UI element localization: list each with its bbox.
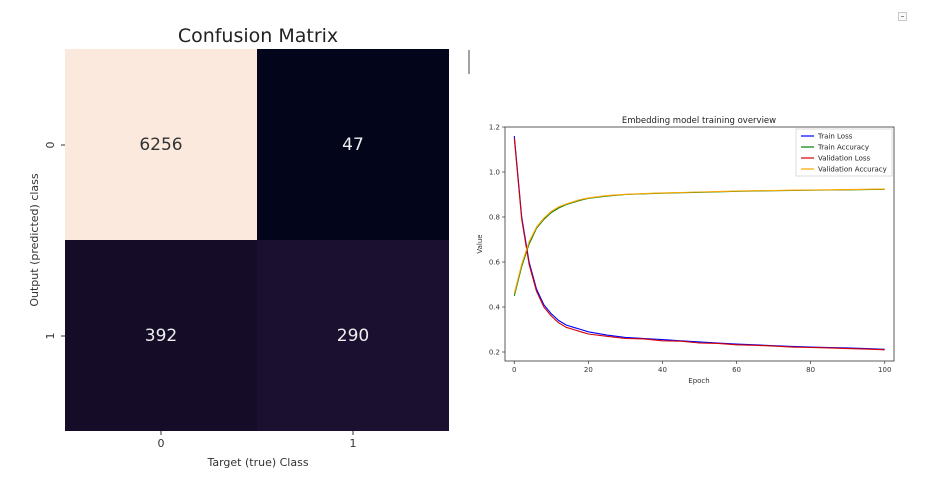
cm-cell — [65, 240, 257, 431]
lc-x-tick-label: 100 — [878, 366, 891, 374]
confusion-matrix: Confusion Matrix 6256 47 392 290 0 1 0 1… — [28, 25, 449, 469]
lc-y-axis-label: Value — [476, 234, 484, 253]
lc-series-line — [513, 188, 885, 294]
lc-x-tick-label: 0 — [512, 366, 516, 374]
cm-cell — [257, 240, 449, 431]
lc-x-tick-label: 60 — [732, 366, 741, 374]
lc-y-tick-label: 0.8 — [489, 214, 500, 222]
cm-cell-value: 47 — [342, 135, 364, 155]
lc-legend-label: Train Accuracy — [817, 144, 869, 152]
lc-legend-label: Train Loss — [817, 133, 853, 141]
cm-cell-value: 6256 — [139, 135, 182, 155]
lc-legend-label: Validation Accuracy — [818, 166, 887, 174]
cm-y-tick-label: 0 — [44, 142, 57, 149]
lc-x-tick-label: 40 — [658, 366, 667, 374]
lc-x-axis-label: Epoch — [688, 377, 709, 385]
cm-cell — [65, 49, 257, 240]
lc-y-tick-label: 0.2 — [489, 349, 500, 357]
cm-cell-value: 392 — [145, 326, 177, 346]
lc-legend-box — [795, 128, 893, 177]
cm-x-tick-label: 0 — [158, 437, 165, 450]
training-line-chart: Embedding model training overview 0 20 40 6… — [476, 116, 895, 385]
cm-title: Confusion Matrix — [178, 25, 338, 47]
lc-title: Embedding model training overview — [622, 116, 776, 126]
cm-x-tick-label: 1 — [350, 437, 357, 450]
cm-y-axis-label: Output (predicted) class — [28, 173, 41, 307]
cm-cell — [257, 49, 449, 240]
lc-x-tick-label: 80 — [806, 366, 815, 374]
lc-y-tick-label: 0.4 — [489, 304, 501, 312]
collapse-button[interactable] — [898, 12, 907, 21]
lc-y-tick-label: 1.0 — [489, 169, 500, 177]
lc-y-tick-label: 1.2 — [489, 124, 500, 132]
cm-cell-value: 290 — [337, 326, 369, 346]
lc-series-line — [513, 138, 885, 351]
cm-x-axis-label: Target (true) Class — [206, 456, 308, 469]
lc-y-tick-label: 0.6 — [489, 259, 501, 267]
lc-plot-frame — [504, 126, 895, 362]
lc-series-line — [513, 188, 885, 296]
lc-x-tick-label: 20 — [584, 366, 593, 374]
cm-y-tick-label: 1 — [44, 333, 57, 340]
lc-legend: Train Loss Train Accuracy Validation Loss V… — [795, 128, 893, 177]
lc-legend-label: Validation Loss — [818, 155, 870, 163]
